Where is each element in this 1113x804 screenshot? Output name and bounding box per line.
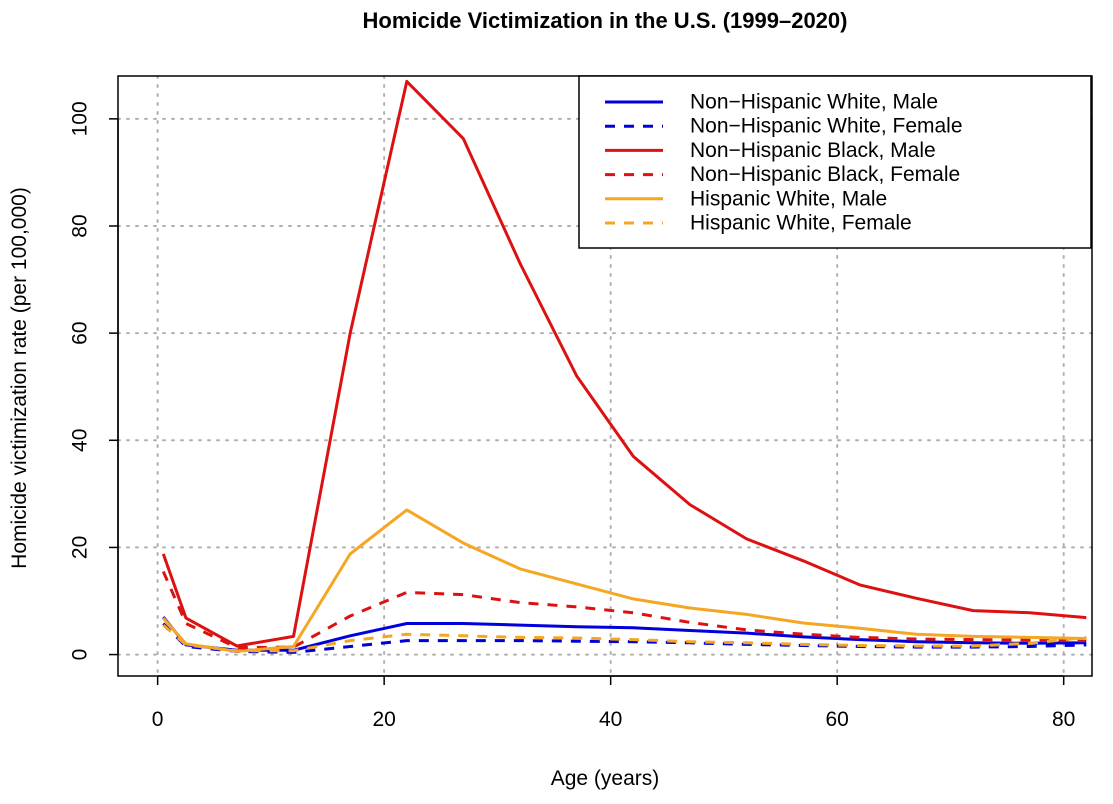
x-axis-label: Age (years) (551, 767, 660, 790)
series-line-1 (162, 616, 1087, 652)
y-tick-label: 80 (69, 214, 92, 237)
y-axis-label: Homicide victimization rate (per 100,000… (8, 187, 31, 569)
legend-label: Hispanic White, Female (690, 212, 912, 235)
legend-label: Non−Hispanic Black, Female (690, 163, 960, 186)
x-tick-label: 80 (1052, 708, 1075, 731)
x-tick-label: 0 (152, 708, 164, 731)
legend-label: Hispanic White, Male (690, 187, 887, 210)
series-line-3 (161, 79, 1087, 648)
legend-box (578, 75, 1092, 249)
y-tick-label: 20 (69, 536, 92, 559)
x-tick-label: 40 (599, 708, 622, 731)
y-tick-label: 40 (69, 429, 92, 452)
chart-title: Homicide Victimization in the U.S. (1999… (363, 8, 848, 33)
x-axis: 0 20 40 60 80 (152, 675, 1075, 731)
legend-label: Non−Hispanic White, Female (690, 115, 963, 138)
legend-label: Non−Hispanic White, Male (690, 91, 938, 114)
y-axis: 0 20 40 60 80 100 (69, 101, 119, 660)
legend-label: Non−Hispanic Black, Male (690, 139, 936, 162)
x-tick-label: 60 (825, 708, 848, 731)
x-tick-label: 20 (372, 708, 395, 731)
series-lines (161, 79, 1087, 654)
series-line-5 (162, 508, 1087, 653)
y-tick-label: 100 (69, 101, 92, 136)
y-tick-label: 0 (69, 649, 92, 661)
y-tick-label: 60 (69, 321, 92, 344)
